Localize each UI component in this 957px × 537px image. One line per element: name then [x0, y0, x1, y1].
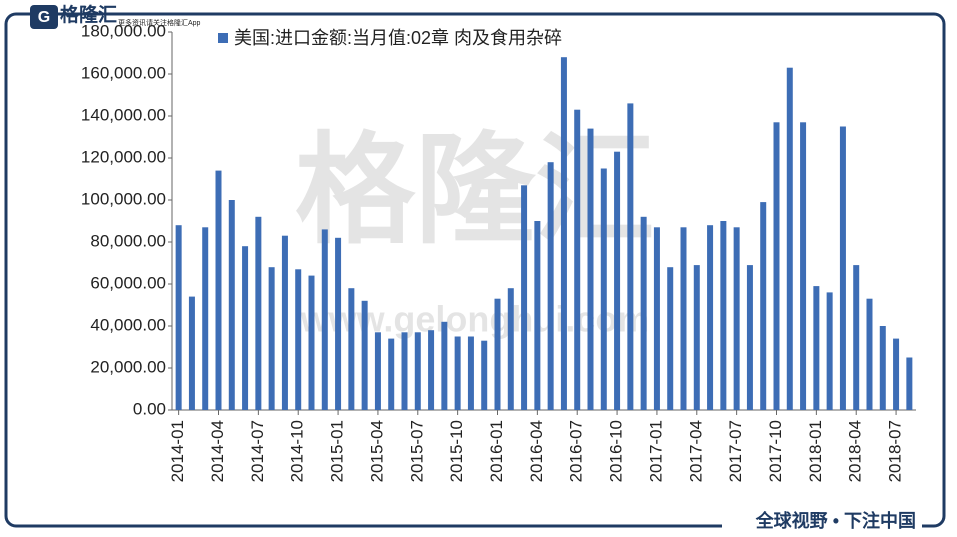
y-tick-label: 120,000.00 — [81, 147, 166, 166]
slogan: 全球视野 • 下注中国 — [755, 510, 916, 531]
bar — [295, 269, 302, 410]
x-tick-label: 2015-07 — [407, 420, 426, 482]
bar — [786, 67, 793, 410]
bar — [175, 225, 182, 410]
bar — [866, 298, 873, 410]
y-tick-label: 80,000.00 — [90, 231, 166, 250]
bar — [826, 292, 833, 410]
bar — [441, 321, 448, 410]
bar — [600, 168, 607, 410]
bar — [255, 216, 262, 410]
x-tick-label: 2014-07 — [248, 420, 267, 482]
x-tick-label: 2018-04 — [846, 420, 865, 482]
bar — [640, 216, 647, 410]
y-tick-label: 160,000.00 — [81, 63, 166, 82]
x-tick-label: 2017-04 — [686, 420, 705, 482]
bar — [893, 338, 900, 410]
logo-note: 更多资讯请关注格隆汇App — [118, 18, 201, 27]
x-tick-label: 2018-07 — [886, 420, 905, 482]
x-tick-label: 2015-04 — [367, 420, 386, 482]
bar — [401, 332, 408, 410]
bar — [547, 162, 554, 410]
bar — [707, 225, 714, 410]
bar — [308, 275, 315, 410]
y-tick-label: 20,000.00 — [90, 357, 166, 376]
bar — [467, 336, 474, 410]
bar — [680, 227, 687, 410]
legend-label: 美国:进口金额:当月值:02章 肉及食用杂碎 — [234, 28, 562, 48]
bar — [281, 235, 288, 410]
x-tick-label: 2015-01 — [328, 420, 347, 482]
bar — [667, 267, 674, 410]
y-tick-label: 40,000.00 — [90, 315, 166, 334]
y-tick-label: 0.00 — [133, 399, 166, 418]
bar — [268, 267, 275, 410]
bar — [335, 237, 342, 410]
bar — [879, 326, 886, 410]
bar — [574, 109, 581, 410]
bar — [627, 103, 634, 411]
watermark: 格隆汇 — [295, 124, 655, 258]
bar — [560, 57, 567, 410]
bar — [733, 227, 740, 410]
bar — [720, 221, 727, 410]
bar — [760, 202, 767, 410]
bar — [454, 336, 461, 410]
x-tick-label: 2017-10 — [766, 420, 785, 482]
bar — [374, 332, 381, 410]
x-tick-label: 2016-10 — [607, 420, 626, 482]
legend-swatch — [218, 33, 228, 43]
bar — [800, 122, 807, 411]
x-tick-label: 2017-01 — [646, 420, 665, 482]
bar — [321, 229, 328, 410]
logo-icon — [30, 5, 58, 29]
x-tick-label: 2016-01 — [487, 420, 506, 482]
bar — [361, 300, 368, 410]
bar — [746, 265, 753, 410]
bar — [693, 265, 700, 410]
bar — [773, 122, 780, 411]
x-tick-label: 2014-04 — [208, 420, 227, 482]
x-tick-label: 2014-10 — [288, 420, 307, 482]
bar — [188, 296, 195, 410]
x-tick-label: 2017-07 — [726, 420, 745, 482]
bar — [521, 185, 528, 410]
bar — [215, 170, 222, 410]
bar — [388, 338, 395, 410]
bar — [481, 340, 488, 410]
frame — [4, 12, 946, 528]
bar — [813, 286, 820, 410]
bar — [414, 332, 421, 410]
bar — [587, 128, 594, 410]
bar — [853, 265, 860, 410]
y-tick-label: 100,000.00 — [81, 189, 166, 208]
y-tick-label: 60,000.00 — [90, 273, 166, 292]
x-tick-label: 2016-04 — [527, 420, 546, 482]
x-tick-label: 2014-01 — [168, 420, 187, 482]
bar — [428, 330, 435, 410]
logo-letter: G — [38, 9, 50, 26]
bar — [202, 227, 209, 410]
y-tick-label: 140,000.00 — [81, 105, 166, 124]
x-tick-label: 2016-07 — [567, 420, 586, 482]
bar — [653, 227, 660, 410]
slogan-bg — [722, 510, 922, 534]
bar — [228, 200, 235, 410]
bar — [507, 288, 514, 410]
x-tick-label: 2018-01 — [806, 420, 825, 482]
bar — [614, 151, 621, 410]
bar — [534, 221, 541, 410]
bar — [348, 288, 355, 410]
y-tick-label: 180,000.00 — [81, 21, 166, 40]
bar — [242, 246, 249, 410]
x-tick-label: 2015-10 — [447, 420, 466, 482]
bar — [839, 126, 846, 410]
bar — [494, 298, 501, 410]
logo: 格隆汇 — [60, 3, 117, 26]
bar — [906, 357, 913, 410]
